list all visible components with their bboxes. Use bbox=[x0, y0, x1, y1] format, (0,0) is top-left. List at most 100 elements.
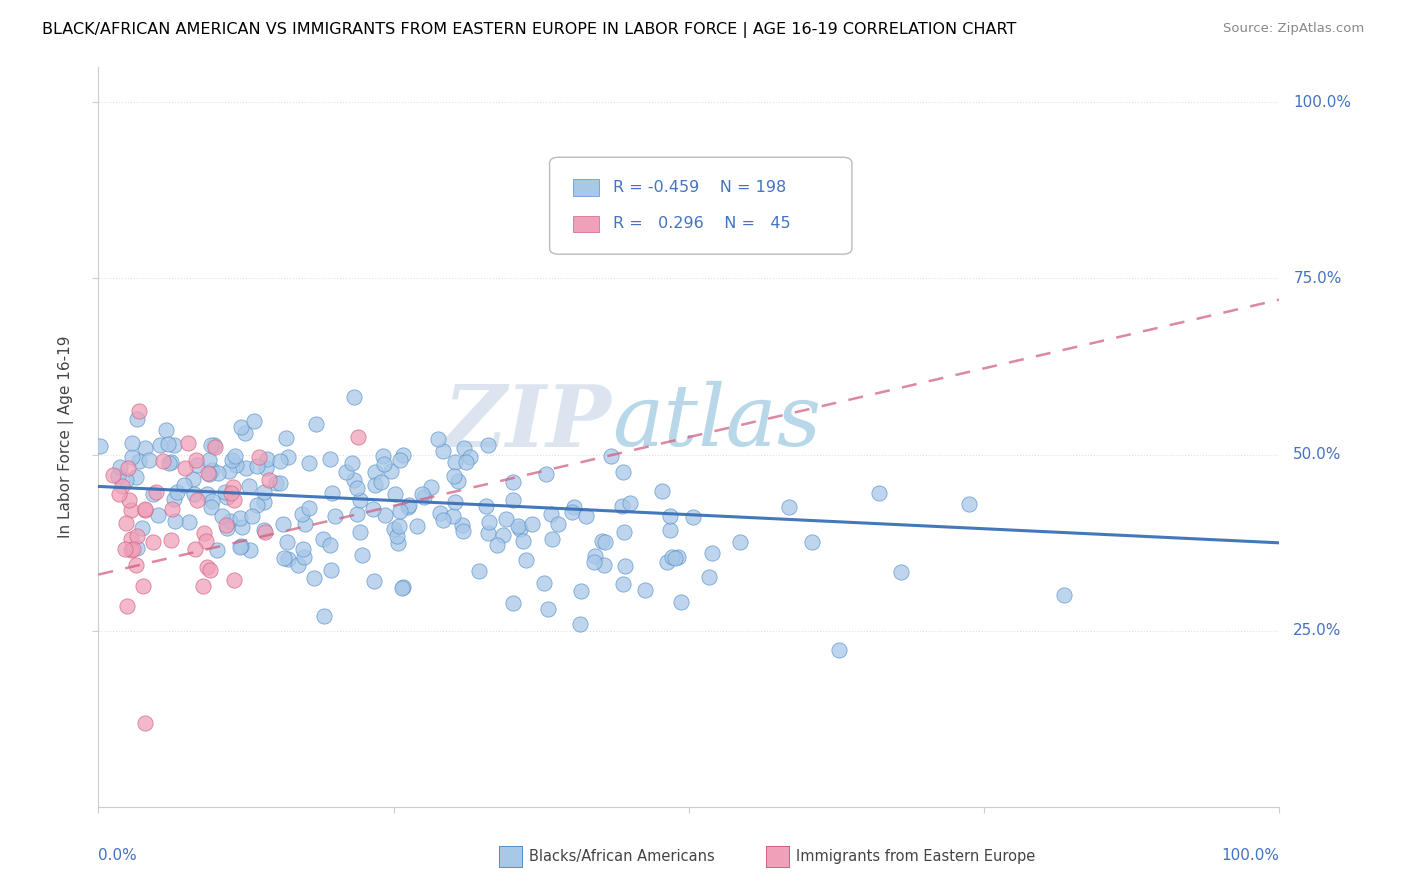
Point bbox=[229, 541, 252, 555]
Point bbox=[200, 563, 222, 577]
Point bbox=[419, 480, 441, 494]
Point bbox=[593, 534, 616, 549]
Point bbox=[186, 458, 208, 473]
Point bbox=[391, 448, 413, 462]
Point bbox=[800, 534, 823, 549]
Point bbox=[277, 450, 299, 465]
Point bbox=[610, 499, 633, 513]
Point bbox=[222, 479, 245, 493]
Point bbox=[186, 493, 208, 508]
Text: Blacks/African Americans: Blacks/African Americans bbox=[529, 849, 714, 863]
Point bbox=[155, 423, 177, 437]
Text: 50.0%: 50.0% bbox=[1294, 447, 1341, 462]
Point bbox=[134, 503, 156, 517]
Text: 100.0%: 100.0% bbox=[1294, 95, 1351, 110]
Point bbox=[374, 508, 396, 522]
Point bbox=[495, 512, 517, 526]
Point bbox=[583, 549, 606, 564]
Point bbox=[699, 570, 721, 584]
Point bbox=[382, 522, 405, 536]
Point bbox=[111, 478, 134, 492]
Point bbox=[229, 540, 252, 554]
Point bbox=[89, 439, 111, 453]
Point bbox=[387, 536, 409, 550]
Point bbox=[121, 435, 143, 450]
Point bbox=[200, 500, 222, 515]
Point bbox=[273, 550, 295, 565]
Point bbox=[195, 560, 218, 574]
Point bbox=[477, 438, 499, 452]
Point bbox=[304, 570, 326, 584]
Point bbox=[728, 535, 751, 549]
Point bbox=[160, 502, 183, 516]
Point bbox=[115, 599, 138, 613]
Point bbox=[163, 514, 186, 528]
Point bbox=[193, 526, 215, 541]
Point bbox=[163, 438, 186, 452]
Point bbox=[456, 455, 478, 469]
Point bbox=[411, 486, 433, 500]
Point bbox=[219, 514, 242, 528]
Point bbox=[534, 467, 557, 482]
Point bbox=[114, 516, 136, 530]
Point bbox=[342, 391, 364, 405]
Point bbox=[125, 558, 148, 573]
Point bbox=[127, 412, 149, 426]
Point bbox=[202, 438, 225, 452]
Point bbox=[195, 533, 218, 548]
Point bbox=[321, 563, 343, 577]
Point bbox=[512, 534, 534, 549]
Point bbox=[619, 496, 641, 510]
Point bbox=[125, 469, 148, 483]
Point bbox=[215, 517, 238, 532]
Point bbox=[211, 508, 233, 523]
Point bbox=[371, 449, 394, 463]
Point bbox=[146, 508, 169, 523]
Text: Immigrants from Eastern Europe: Immigrants from Eastern Europe bbox=[796, 849, 1035, 863]
Point bbox=[659, 523, 682, 537]
Point bbox=[219, 486, 242, 500]
Point bbox=[502, 475, 524, 489]
Point bbox=[215, 490, 238, 504]
Bar bbox=[574, 216, 599, 232]
Point bbox=[291, 507, 314, 521]
Point bbox=[134, 441, 156, 455]
Point bbox=[298, 457, 321, 471]
Point bbox=[253, 524, 276, 539]
Point bbox=[492, 528, 515, 542]
Point bbox=[575, 509, 598, 524]
Point bbox=[458, 450, 481, 464]
Point bbox=[134, 502, 156, 516]
Point bbox=[233, 426, 256, 441]
Point bbox=[277, 551, 299, 566]
Point bbox=[600, 450, 623, 464]
Point bbox=[207, 466, 229, 480]
Point bbox=[205, 543, 228, 558]
Point bbox=[388, 519, 411, 533]
Point bbox=[225, 458, 247, 472]
Point bbox=[541, 532, 564, 546]
Point bbox=[287, 558, 309, 573]
Point bbox=[103, 468, 125, 483]
Point bbox=[889, 565, 911, 579]
Point bbox=[269, 454, 291, 468]
Point bbox=[429, 506, 451, 520]
Point bbox=[346, 482, 368, 496]
Point bbox=[276, 534, 298, 549]
Point bbox=[173, 478, 195, 492]
Text: R = -0.459    N = 198: R = -0.459 N = 198 bbox=[613, 180, 786, 195]
Point bbox=[533, 576, 555, 591]
Point bbox=[200, 438, 222, 452]
Point bbox=[591, 533, 613, 548]
Point bbox=[658, 508, 681, 523]
Point bbox=[540, 507, 562, 521]
Point bbox=[444, 495, 467, 509]
Point bbox=[131, 521, 153, 535]
Point bbox=[115, 474, 138, 488]
Point bbox=[245, 459, 267, 474]
Point bbox=[197, 467, 219, 481]
Point bbox=[142, 535, 165, 549]
Point bbox=[343, 473, 366, 487]
Point bbox=[583, 555, 606, 569]
Point bbox=[198, 467, 221, 482]
